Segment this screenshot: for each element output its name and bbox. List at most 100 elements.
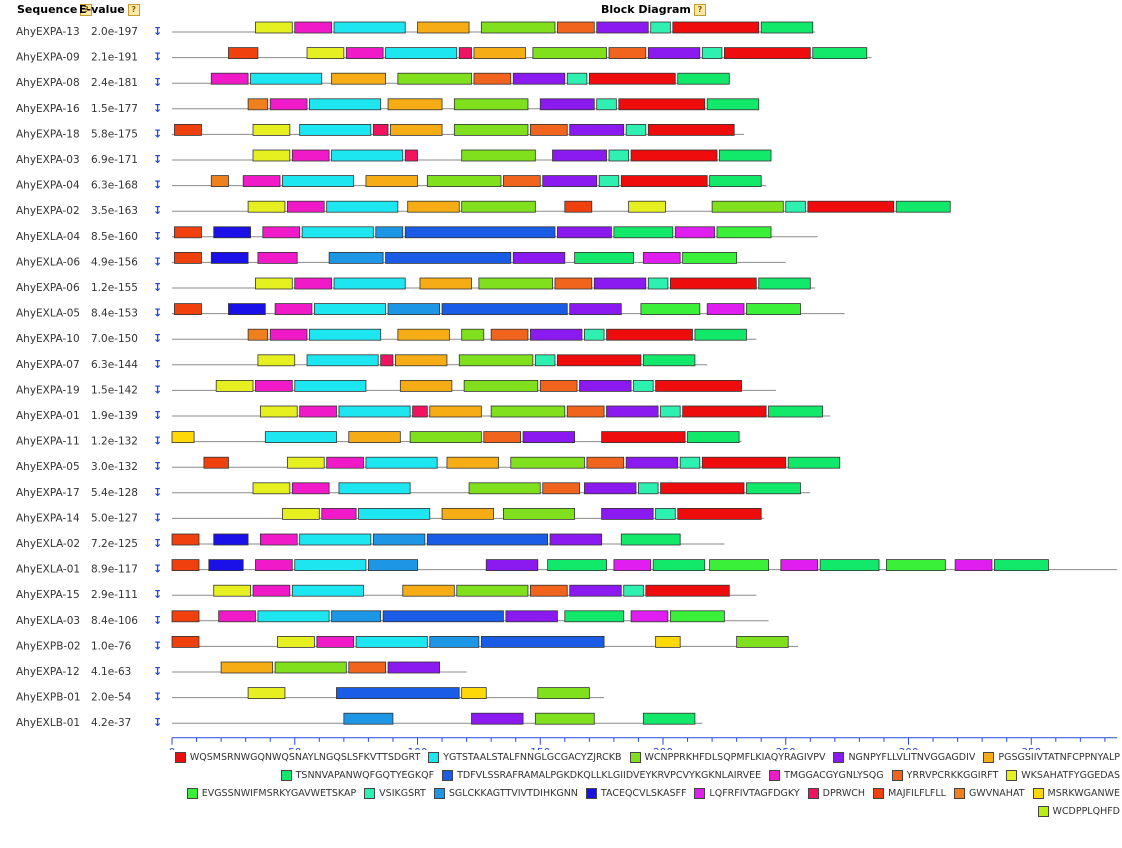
sequence-help-icon[interactable]: ? (80, 4, 93, 16)
motif-block[interactable]: VSIKGSRT (625, 124, 647, 136)
motif-block[interactable]: TSNNVAPANWQFGQTYEGKQF (709, 175, 762, 188)
motif-block[interactable]: EVGSSNWIFMSRKYGAVWETSKAP (669, 610, 725, 623)
motif-block[interactable]: MAJFILFLFLL (174, 226, 202, 239)
motif-block[interactable]: WQSMSRNWGQNWQSNAYLNGQSLSFKVTTSDGRT (630, 149, 718, 162)
motif-block[interactable]: GWVNAHAT (247, 328, 269, 341)
motif-block[interactable]: MAJFILFLFLL (564, 200, 593, 213)
motif-block[interactable]: LQFRFIVTAGFDGKY (674, 226, 715, 239)
motif-block[interactable]: WCNPPRKHFDLSQPMFLKIAQYRAGIVPV (461, 149, 536, 162)
motif-block[interactable]: TMGGACGYGNLYSQG (259, 533, 298, 546)
sort-down-icon[interactable]: ↧ (153, 102, 162, 115)
motif-block[interactable]: YRRVPCRKKGGIRFT (566, 405, 605, 418)
legend-item[interactable]: GWVNAHAT (953, 788, 1025, 799)
motif-block[interactable]: WQSMSRNWGQNWQSNAYLNGQSLSFKVTTSDGRT (723, 47, 811, 59)
motif-block[interactable]: TSNNVAPANWQFGQTYEGKQF (547, 559, 607, 571)
motif-block[interactable]: TACEQCVLSKASFF (228, 303, 266, 316)
motif-block[interactable]: NGNPYFLLVLITNVGGAGDIV (512, 72, 566, 85)
sort-down-icon[interactable]: ↧ (153, 255, 162, 268)
motif-block[interactable]: YRRVPCRKKGGIRFT (503, 175, 541, 188)
motif-block[interactable]: TMGGACGYGNLYSQG (210, 72, 249, 85)
motif-block[interactable]: EVGSSNWIFMSRKYGAVWETSKAP (709, 559, 769, 571)
motif-block[interactable]: SGLCKKAGTTVIVTDIHKGNN (375, 226, 404, 239)
motif-block[interactable]: TMGGACGYGNLYSQG (291, 149, 330, 162)
motif-block[interactable]: WKSAHATFYGGEDAS (252, 149, 291, 162)
motif-block[interactable]: NGNPYFLLVLITNVGGAGDIV (512, 251, 566, 264)
motif-block[interactable]: TDFVLSSRAFRAMALPGKDKQLLKLGIIDVEYKRVPCVYK… (382, 610, 504, 623)
sort-down-icon[interactable]: ↧ (153, 358, 162, 371)
motif-block[interactable]: VSIKGSRT (534, 354, 556, 367)
motif-block[interactable]: PGSGSIIVTATNFCPPNYALP (441, 507, 495, 520)
motif-block[interactable]: TSNNVAPANWQFGQTYEGKQF (694, 328, 747, 341)
motif-block[interactable]: TSNNVAPANWQFGQTYEGKQF (719, 149, 772, 162)
motif-block[interactable]: WKSAHATFYGGEDAS (628, 200, 666, 213)
motif-block[interactable]: MAJFILFLFLL (228, 47, 259, 59)
motif-block[interactable]: MSRKWGANWE (171, 431, 195, 444)
sort-down-icon[interactable]: ↧ (153, 511, 162, 524)
motif-block[interactable]: PGSGSIIVTATNFCPPNYALP (429, 405, 482, 418)
motif-block[interactable]: YGTSTAALSTALFNNGLGCGACYZJRCKB (355, 636, 428, 648)
motif-block[interactable]: YRRVPCRKKGGIRFT (530, 124, 568, 136)
motif-block[interactable]: WKSAHATFYGGEDAS (247, 687, 286, 699)
legend-item[interactable]: EVGSSNWIFMSRKYGAVWETSKAP (186, 788, 356, 799)
motif-block[interactable]: NGNPYFLLVLITNVGGAGDIV (549, 533, 603, 546)
motif-block[interactable]: WQSMSRNWGQNWQSNAYLNGQSLSFKVTTSDGRT (557, 354, 642, 367)
motif-block[interactable]: TSNNVAPANWQFGQTYEGKQF (564, 610, 625, 623)
motif-block[interactable]: WQSMSRNWGQNWQSNAYLNGQSLSFKVTTSDGRT (807, 200, 895, 213)
motif-block[interactable]: WKSAHATFYGGEDAS (286, 456, 325, 469)
motif-block[interactable]: TDFVLSSRAFRAMALPGKDKQLLKLGIIDVEYKRVPCVYK… (385, 251, 512, 264)
motif-block[interactable]: WCNPPRKHFDLSQPMFLKIAQYRAGIVPV (510, 456, 585, 469)
motif-block[interactable]: TSNNVAPANWQFGQTYEGKQF (687, 431, 740, 444)
sort-down-icon[interactable]: ↧ (153, 409, 162, 422)
motif-block[interactable]: WQSMSRNWGQNWQSNAYLNGQSLSFKVTTSDGRT (672, 21, 760, 34)
motif-block[interactable]: EVGSSNWIFMSRKYGAVWETSKAP (886, 559, 946, 571)
motif-block[interactable]: WCNPPRKHFDLSQPMFLKIAQYRAGIVPV (453, 124, 529, 136)
motif-block[interactable]: YGTSTAALSTALFNNGLGCGACYZJRCKB (358, 507, 431, 520)
legend-item[interactable]: TSNNVAPANWQFGQTYEGKQF (280, 770, 434, 781)
motif-block[interactable]: YGTSTAALSTALFNNGLGCGACYZJRCKB (294, 379, 367, 392)
motif-block[interactable]: NGNPYFLLVLITNVGGAGDIV (552, 149, 607, 162)
legend-item[interactable]: WCDPPLQHFD (1037, 806, 1120, 817)
motif-block[interactable]: TMGGACGYGNLYSQG (218, 610, 256, 623)
motif-block[interactable]: WCNPPRKHFDLSQPMFLKIAQYRAGIVPV (534, 712, 595, 725)
motif-block[interactable]: TDFVLSSRAFRAMALPGKDKQLLKLGIIDVEYKRVPCVYK… (404, 226, 556, 239)
sort-down-icon[interactable]: ↧ (153, 332, 162, 345)
motif-block[interactable]: TMGGACGYGNLYSQG (294, 277, 332, 290)
motif-block[interactable]: TSNNVAPANWQFGQTYEGKQF (746, 482, 801, 495)
motif-block[interactable]: DPRWCH (372, 124, 389, 136)
sort-down-icon[interactable]: ↧ (153, 383, 162, 396)
motif-block[interactable]: PGSGSIIVTATNFCPPNYALP (417, 21, 470, 34)
motif-block[interactable]: NGNPYFLLVLITNVGGAGDIV (569, 303, 622, 316)
motif-block[interactable]: WKSAHATFYGGEDAS (247, 200, 286, 213)
diagram-help-icon[interactable]: ? (693, 4, 706, 16)
motif-block[interactable]: MAJFILFLFLL (174, 303, 202, 316)
motif-block[interactable]: SGLCKKAGTTVIVTDIHKGNN (429, 636, 480, 648)
motif-block[interactable]: YGTSTAALSTALFNNGLGCGACYZJRCKB (365, 456, 438, 469)
motif-block[interactable]: VSIKGSRT (679, 456, 701, 469)
motif-block[interactable]: NGNPYFLLVLITNVGGAGDIV (539, 98, 595, 111)
motif-block[interactable]: YGTSTAALSTALFNNGLGCGACYZJRCKB (338, 405, 411, 418)
motif-block[interactable]: YRRVPCRKKGGIRFT (608, 47, 647, 59)
motif-block[interactable]: YRRVPCRKKGGIRFT (539, 379, 578, 392)
motif-block[interactable]: VSIKGSRT (701, 47, 723, 59)
motif-block[interactable]: YRRVPCRKKGGIRFT (554, 277, 593, 290)
motif-block[interactable]: MAJFILFLFLL (203, 456, 229, 469)
legend-item[interactable]: LQFRFIVTAGFDGKY (694, 788, 800, 799)
motif-block[interactable]: WQSMSRNWGQNWQSNAYLNGQSLSFKVTTSDGRT (701, 456, 787, 469)
motif-block[interactable]: TMGGACGYGNLYSQG (291, 482, 330, 495)
motif-block[interactable]: NGNPYFLLVLITNVGGAGDIV (485, 559, 539, 571)
motif-block[interactable]: NGNPYFLLVLITNVGGAGDIV (584, 482, 637, 495)
motif-block[interactable]: WKSAHATFYGGEDAS (306, 47, 345, 59)
motif-block[interactable]: LQFRFIVTAGFDGKY (780, 559, 819, 571)
motif-block[interactable]: TMGGACGYGNLYSQG (274, 303, 313, 316)
legend-item[interactable]: TACEQCVLSKASFF (585, 788, 686, 799)
motif-block[interactable]: YRRVPCRKKGGIRFT (530, 584, 568, 597)
motif-block[interactable]: MAJFILFLFLL (171, 636, 200, 648)
motif-block[interactable]: WCNPPRKHFDLSQPMFLKIAQYRAGIVPV (736, 636, 789, 648)
motif-block[interactable]: NGNPYFLLVLITNVGGAGDIV (625, 456, 679, 469)
motif-block[interactable]: YGTSTAALSTALFNNGLGCGACYZJRCKB (257, 610, 330, 623)
motif-block[interactable]: WCNPPRKHFDLSQPMFLKIAQYRAGIVPV (537, 687, 590, 699)
motif-block[interactable]: NGNPYFLLVLITNVGGAGDIV (471, 712, 524, 725)
motif-block[interactable]: WQSMSRNWGQNWQSNAYLNGQSLSFKVTTSDGRT (669, 277, 757, 290)
legend-item[interactable]: YRRVPCRKKGGIRFT (891, 770, 998, 781)
motif-block[interactable]: EVGSSNWIFMSRKYGAVWETSKAP (746, 303, 801, 316)
